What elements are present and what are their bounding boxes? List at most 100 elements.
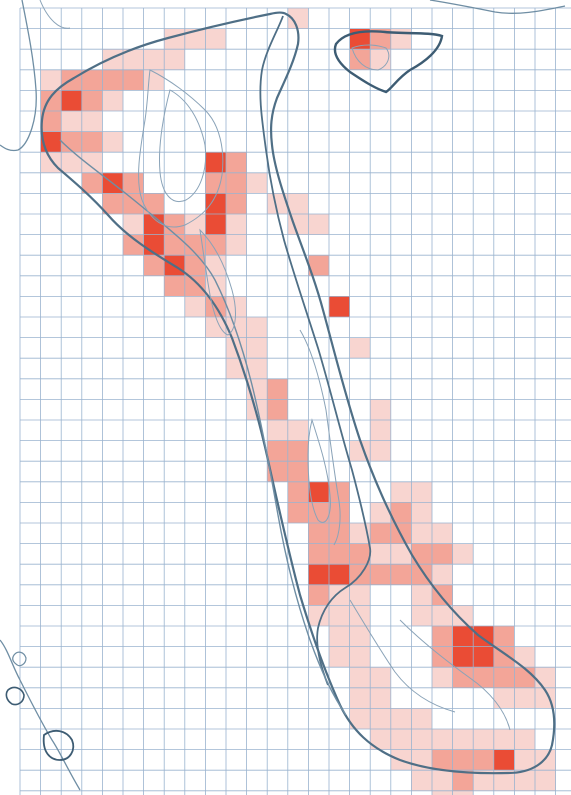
heat-cell [390, 729, 412, 750]
heat-cell [432, 626, 453, 647]
heat-cell [184, 296, 206, 317]
heat-cell [267, 399, 288, 420]
heat-cell [370, 708, 391, 729]
heat-cell [40, 152, 62, 173]
heat-cell [370, 667, 391, 688]
contour-line-4 [307, 418, 331, 523]
heat-cell [452, 626, 474, 647]
heat-cell [370, 420, 391, 441]
heat-cell [246, 172, 268, 194]
heat-cell [184, 255, 206, 276]
heat-cell [226, 172, 247, 194]
heat-cell [61, 111, 82, 132]
heat-cell [370, 564, 391, 585]
mainland-coast-ne [429, 0, 566, 14]
heat-cell [411, 584, 432, 606]
heat-cell [514, 749, 535, 771]
heat-cell [61, 90, 82, 111]
heat-cell [432, 523, 453, 544]
heat-cell [370, 440, 391, 462]
heat-cell [349, 49, 371, 70]
heat-cell [452, 729, 474, 750]
heat-cell [329, 481, 350, 503]
heat-cell [205, 193, 226, 214]
heat-cell [411, 729, 432, 750]
heat-cell [287, 481, 309, 503]
heat-cell [184, 28, 206, 50]
heat-cell [473, 667, 494, 688]
sw-islet-small [5, 686, 25, 706]
heat-cell [514, 646, 535, 668]
heat-cell [514, 729, 535, 750]
heat-cell [246, 399, 268, 420]
heat-cell [81, 152, 103, 173]
heat-cell [226, 214, 247, 235]
heat-cell [102, 193, 123, 214]
heat-cell [514, 667, 535, 688]
heat-cell [308, 584, 329, 606]
heat-cell [349, 646, 371, 668]
heat-cell [329, 523, 350, 544]
heat-cell [349, 708, 371, 729]
heat-cell [390, 564, 412, 585]
contour-line-3 [299, 329, 341, 546]
heat-cell [349, 543, 371, 565]
inner-coastline [259, 15, 372, 686]
heat-cell [370, 523, 391, 544]
heat-cell [432, 667, 453, 688]
heat-cell [102, 131, 123, 153]
contour-line-1 [138, 69, 224, 228]
heat-cell [123, 193, 144, 214]
heat-cell [349, 584, 371, 606]
heat-cell [205, 172, 226, 194]
heat-cell [102, 49, 123, 70]
sw-islet-2 [12, 651, 27, 667]
heat-cell [473, 646, 494, 668]
heat-cell [246, 337, 268, 359]
heat-cell [411, 481, 432, 503]
heat-cell [205, 214, 226, 235]
heat-cell [390, 543, 412, 565]
heat-cell [329, 584, 350, 606]
mainland-coast-nw [0, 0, 37, 152]
heat-cell [390, 481, 412, 503]
islet-coastline [333, 30, 444, 94]
heat-cell [123, 49, 144, 70]
heat-cell [205, 317, 226, 338]
heat-cell [329, 605, 350, 626]
heat-cell [370, 28, 391, 50]
heat-cell [411, 523, 432, 544]
heat-cell [123, 69, 144, 91]
heat-cell [164, 234, 185, 256]
heat-cell [349, 667, 371, 688]
heat-cell [143, 214, 165, 235]
heat-cell [205, 152, 226, 173]
heat-cell [411, 502, 432, 523]
heat-cell [226, 152, 247, 173]
heat-cell [81, 111, 103, 132]
heat-cell [164, 49, 185, 70]
heat-cell [226, 296, 247, 317]
heat-cell [184, 234, 206, 256]
heat-cell [370, 49, 391, 70]
heat-cell [123, 234, 144, 256]
heat-cell [184, 214, 206, 235]
heat-cell [370, 729, 391, 750]
heat-cell [102, 69, 123, 91]
heat-cell [308, 255, 329, 276]
heat-cell [143, 49, 165, 70]
heat-cell [514, 770, 535, 791]
heat-cell [349, 687, 371, 709]
heat-cell [329, 626, 350, 647]
heat-cell [432, 564, 453, 585]
heat-cell [535, 667, 556, 688]
heat-cell [287, 502, 309, 523]
heat-cell [452, 543, 474, 565]
heat-cell [411, 770, 432, 791]
heat-cell [370, 687, 391, 709]
heat-cell [287, 461, 309, 482]
heat-cell [308, 564, 329, 585]
heat-cell [287, 8, 309, 29]
heat-cell [370, 543, 391, 565]
